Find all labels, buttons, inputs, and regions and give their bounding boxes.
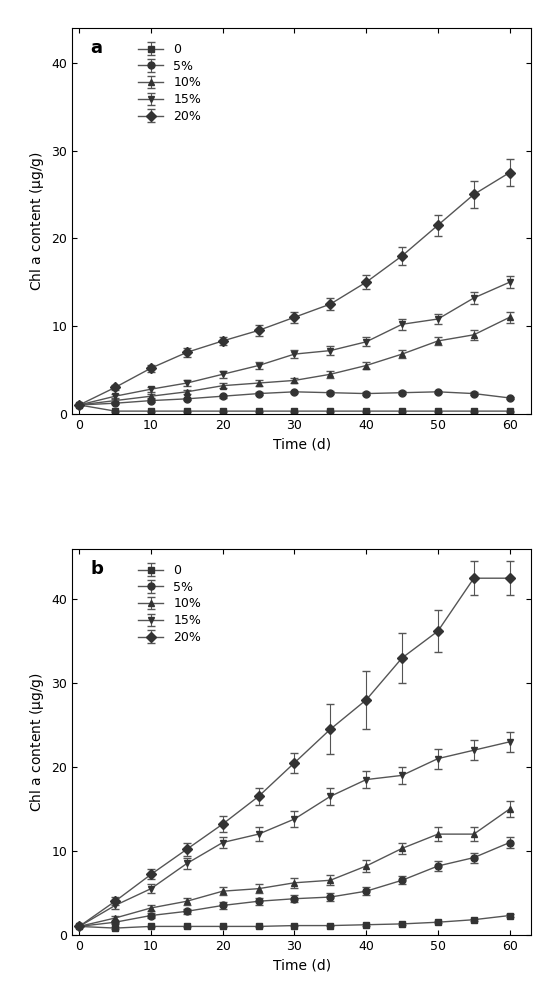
- Y-axis label: Chl $a$ content ($\mu$g/g): Chl $a$ content ($\mu$g/g): [28, 672, 46, 812]
- X-axis label: Time (d): Time (d): [273, 958, 331, 972]
- Legend: 0, 5%, 10%, 15%, 20%: 0, 5%, 10%, 15%, 20%: [134, 38, 206, 128]
- Legend: 0, 5%, 10%, 15%, 20%: 0, 5%, 10%, 15%, 20%: [134, 559, 206, 649]
- X-axis label: Time (d): Time (d): [273, 437, 331, 451]
- Y-axis label: Chl $a$ content ($\mu$g/g): Chl $a$ content ($\mu$g/g): [28, 151, 46, 291]
- Text: a: a: [91, 39, 102, 57]
- Text: b: b: [91, 560, 103, 578]
